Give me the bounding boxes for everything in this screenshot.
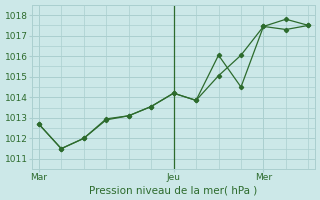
X-axis label: Pression niveau de la mer( hPa ): Pression niveau de la mer( hPa ) (90, 185, 258, 195)
